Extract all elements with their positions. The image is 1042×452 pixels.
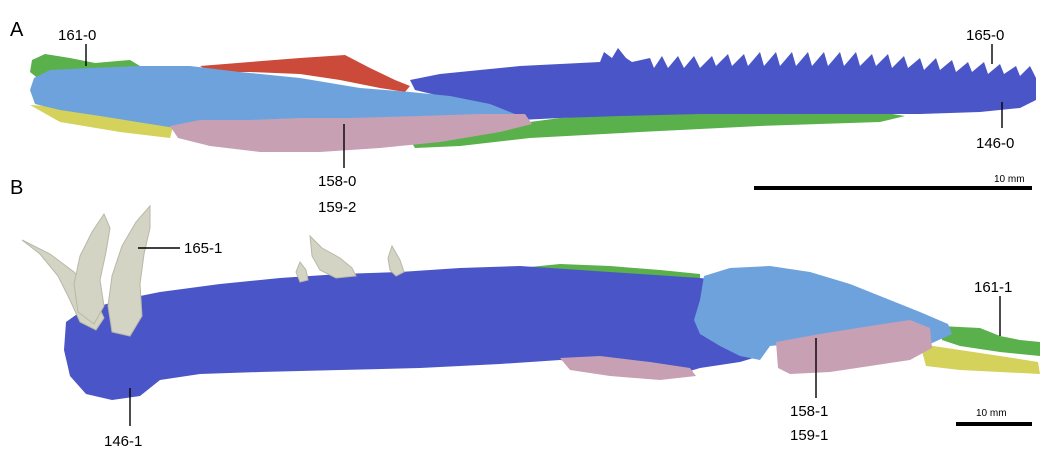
- dentary-bone-a: [410, 48, 1036, 120]
- surangular-bone-b-left: [560, 356, 696, 380]
- surangular-bone-a: [170, 114, 532, 152]
- scale-bar-b-label: 10 mm: [976, 408, 1007, 419]
- angular-bone-b-right: [940, 326, 1040, 356]
- label-165-0: 165-0: [966, 27, 1004, 44]
- label-158-0: 158-0: [318, 173, 356, 190]
- label-161-1: 161-1: [974, 279, 1012, 296]
- tooth-left-2: [73, 212, 111, 325]
- scale-bar-a-label: 10 mm: [994, 174, 1025, 185]
- label-159-1: 159-1: [790, 427, 828, 444]
- tooth-left-3: [107, 204, 151, 337]
- panel-b-letter: B: [10, 177, 23, 199]
- tooth-mid-3: [387, 244, 405, 277]
- coronoid-bone-a: [200, 55, 410, 92]
- angular-bone-a-lower: [410, 110, 905, 148]
- label-159-2: 159-2: [318, 199, 356, 216]
- panel-b: B 165-1 161-1 158-1 159-1 146-1 10 m: [10, 177, 1040, 450]
- splenial-bone-a: [30, 66, 520, 132]
- dentary-bone-b: [64, 266, 770, 400]
- tooth-mid-2: [295, 260, 309, 283]
- panel-a-letter: A: [10, 19, 24, 41]
- panel-a: A 161-0 165-0 146-0 158-0 159-2 10 mm: [10, 19, 1036, 216]
- label-165-1: 165-1: [184, 240, 222, 257]
- label-161-0: 161-0: [58, 27, 96, 44]
- label-146-0: 146-0: [976, 135, 1014, 152]
- tooth-mid-1: [309, 234, 357, 279]
- surangular-bone-b-right: [776, 320, 932, 374]
- label-146-1: 146-1: [104, 433, 142, 450]
- label-158-1: 158-1: [790, 403, 828, 420]
- prearticular-bone-b: [920, 344, 1040, 374]
